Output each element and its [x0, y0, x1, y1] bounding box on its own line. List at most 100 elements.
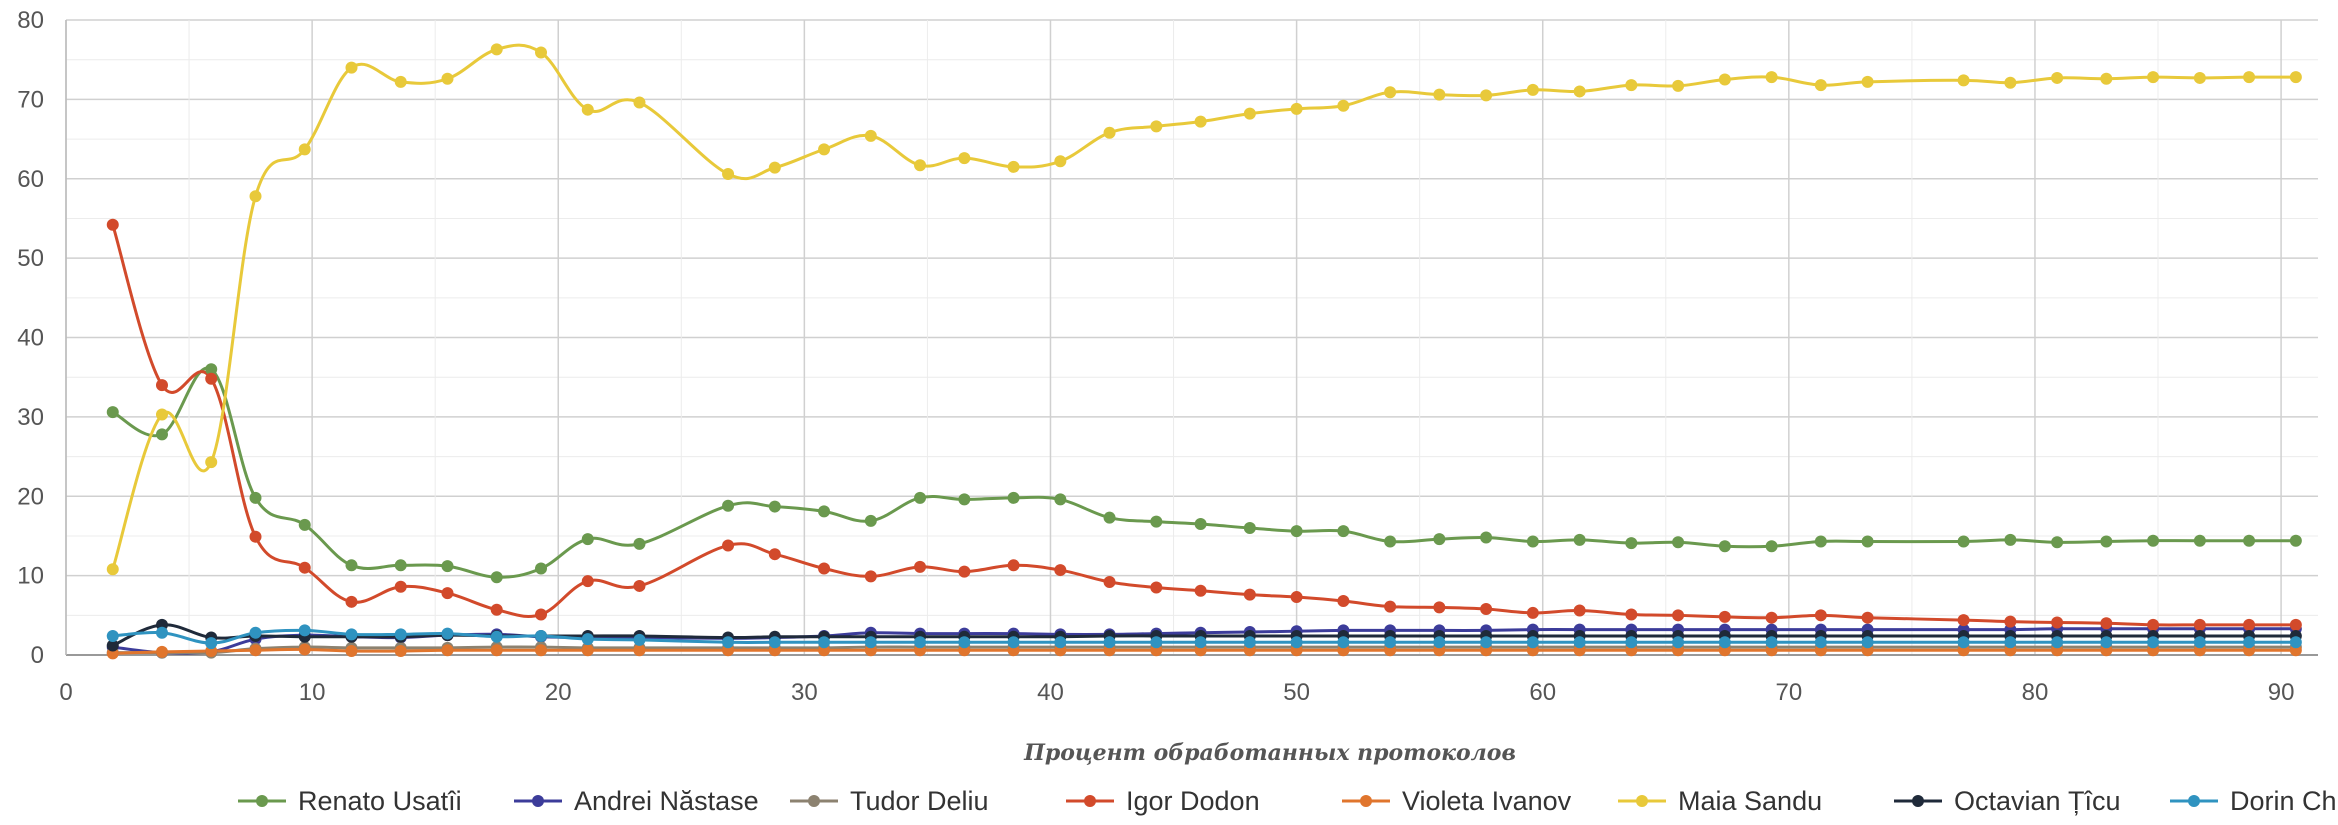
data-point[interactable]: [1103, 575, 1116, 588]
data-point[interactable]: [1480, 602, 1493, 615]
data-point[interactable]: [958, 152, 971, 165]
data-point[interactable]: [958, 636, 971, 649]
data-point[interactable]: [2243, 71, 2256, 84]
data-point[interactable]: [1526, 606, 1539, 619]
data-point[interactable]: [1194, 115, 1207, 128]
data-point[interactable]: [1384, 636, 1397, 649]
data-point[interactable]: [1150, 636, 1163, 649]
legend-item[interactable]: Maia Sandu: [1618, 786, 1822, 816]
data-point[interactable]: [1194, 584, 1207, 597]
data-point[interactable]: [1384, 600, 1397, 613]
data-point[interactable]: [1290, 636, 1303, 649]
data-point[interactable]: [1573, 85, 1586, 98]
data-point[interactable]: [1337, 636, 1350, 649]
data-point[interactable]: [2289, 636, 2302, 649]
data-point[interactable]: [1290, 102, 1303, 115]
data-point[interactable]: [535, 46, 548, 59]
data-point[interactable]: [2004, 636, 2017, 649]
data-point[interactable]: [1718, 540, 1731, 553]
data-point[interactable]: [581, 644, 594, 657]
data-point[interactable]: [1765, 611, 1778, 624]
data-point[interactable]: [864, 636, 877, 649]
data-point[interactable]: [633, 537, 646, 550]
data-point[interactable]: [1765, 540, 1778, 553]
data-point[interactable]: [1480, 89, 1493, 102]
data-point[interactable]: [1384, 535, 1397, 548]
data-point[interactable]: [2147, 636, 2160, 649]
data-point[interactable]: [722, 167, 735, 180]
data-point[interactable]: [1625, 608, 1638, 621]
data-point[interactable]: [490, 630, 503, 643]
data-point[interactable]: [490, 644, 503, 657]
data-point[interactable]: [2193, 534, 2206, 547]
data-point[interactable]: [864, 570, 877, 583]
data-point[interactable]: [249, 530, 262, 543]
data-point[interactable]: [2147, 618, 2160, 631]
data-point[interactable]: [2243, 636, 2256, 649]
data-point[interactable]: [1957, 636, 1970, 649]
data-point[interactable]: [298, 643, 311, 656]
data-point[interactable]: [441, 644, 454, 657]
data-point[interactable]: [345, 628, 358, 641]
data-point[interactable]: [1573, 604, 1586, 617]
data-point[interactable]: [1814, 535, 1827, 548]
data-point[interactable]: [1625, 636, 1638, 649]
data-point[interactable]: [2051, 616, 2064, 629]
data-point[interactable]: [914, 159, 927, 172]
data-point[interactable]: [1007, 491, 1020, 504]
data-point[interactable]: [106, 639, 119, 652]
data-point[interactable]: [394, 645, 407, 658]
data-point[interactable]: [1243, 636, 1256, 649]
data-point[interactable]: [298, 143, 311, 156]
data-point[interactable]: [1054, 636, 1067, 649]
data-point[interactable]: [106, 563, 119, 576]
data-point[interactable]: [2100, 617, 2113, 630]
data-point[interactable]: [864, 514, 877, 527]
legend-item[interactable]: Andrei Năstase: [514, 786, 759, 816]
data-point[interactable]: [441, 587, 454, 600]
legend-item[interactable]: Tudor Deliu: [790, 786, 989, 816]
data-point[interactable]: [768, 548, 781, 561]
data-point[interactable]: [1054, 564, 1067, 577]
data-point[interactable]: [818, 636, 831, 649]
data-point[interactable]: [1054, 493, 1067, 506]
data-point[interactable]: [2243, 618, 2256, 631]
data-point[interactable]: [1957, 535, 1970, 548]
data-point[interactable]: [768, 636, 781, 649]
data-point[interactable]: [818, 143, 831, 156]
data-point[interactable]: [205, 456, 218, 469]
data-point[interactable]: [2193, 636, 2206, 649]
data-point[interactable]: [1337, 595, 1350, 608]
data-point[interactable]: [1625, 79, 1638, 92]
data-point[interactable]: [914, 560, 927, 573]
data-point[interactable]: [535, 562, 548, 575]
data-point[interactable]: [1384, 86, 1397, 99]
data-point[interactable]: [345, 559, 358, 572]
data-point[interactable]: [581, 575, 594, 588]
data-point[interactable]: [1054, 155, 1067, 168]
data-point[interactable]: [106, 218, 119, 231]
legend-item[interactable]: Igor Dodon: [1066, 786, 1260, 816]
data-point[interactable]: [1861, 75, 1874, 88]
legend-item[interactable]: Violeta Ivanov: [1342, 786, 1572, 816]
data-point[interactable]: [1007, 636, 1020, 649]
data-point[interactable]: [1480, 531, 1493, 544]
data-point[interactable]: [2051, 536, 2064, 549]
data-point[interactable]: [2289, 618, 2302, 631]
data-point[interactable]: [1672, 79, 1685, 92]
data-point[interactable]: [914, 491, 927, 504]
data-point[interactable]: [345, 645, 358, 658]
data-point[interactable]: [1243, 588, 1256, 601]
data-point[interactable]: [818, 562, 831, 575]
data-point[interactable]: [1103, 126, 1116, 139]
data-point[interactable]: [106, 629, 119, 642]
data-point[interactable]: [1433, 601, 1446, 614]
data-point[interactable]: [1103, 511, 1116, 524]
data-point[interactable]: [768, 500, 781, 513]
data-point[interactable]: [1337, 99, 1350, 112]
data-point[interactable]: [1672, 536, 1685, 549]
legend-item[interactable]: Renato Usatîi: [238, 786, 462, 816]
data-point[interactable]: [1765, 71, 1778, 84]
data-point[interactable]: [535, 644, 548, 657]
data-point[interactable]: [345, 61, 358, 74]
